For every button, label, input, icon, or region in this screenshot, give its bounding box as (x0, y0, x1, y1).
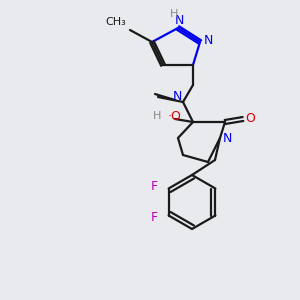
Text: N: N (172, 91, 182, 103)
Text: F: F (151, 180, 158, 193)
Text: F: F (151, 211, 158, 224)
Text: O: O (245, 112, 255, 125)
Text: H: H (153, 111, 161, 121)
Text: N: N (203, 34, 213, 47)
Text: N: N (222, 131, 232, 145)
Text: H: H (170, 9, 178, 19)
Text: CH₃: CH₃ (106, 17, 126, 27)
Text: ·O: ·O (168, 110, 182, 122)
Text: N: N (174, 14, 184, 26)
